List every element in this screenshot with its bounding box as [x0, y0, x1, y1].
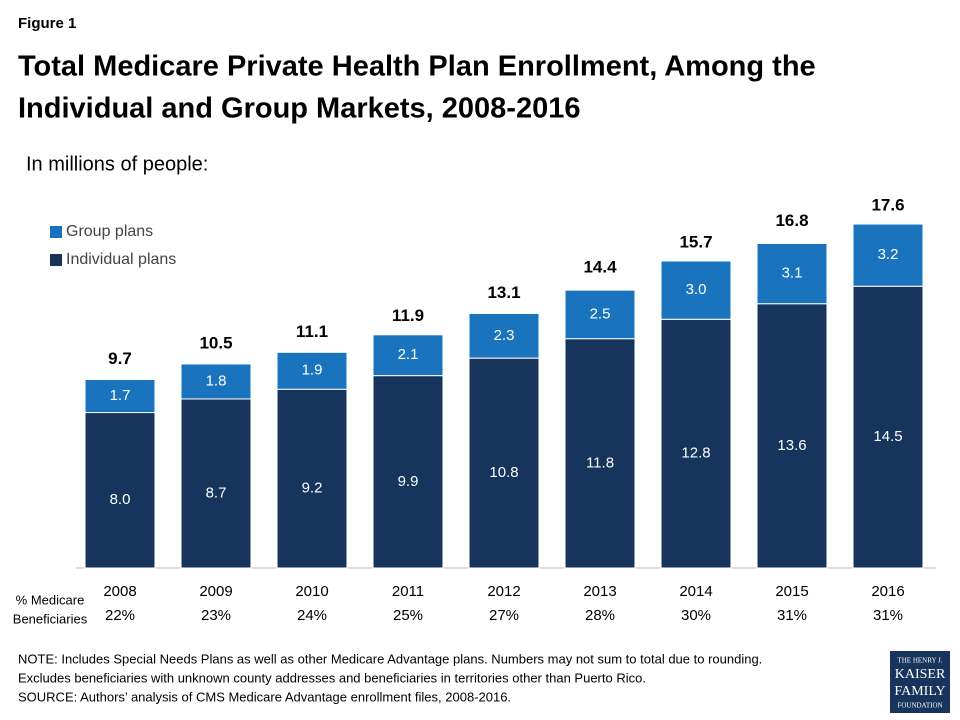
bar-segment [564, 338, 636, 569]
value-label: 11.8 [586, 454, 614, 471]
total-label: 13.1 [487, 283, 520, 302]
logo-text: FAMILY [894, 684, 945, 699]
note: Excludes beneficiaries with unknown coun… [18, 670, 646, 685]
percent-label: 28% [585, 607, 615, 624]
chart-subtitle: In millions of people: [26, 153, 208, 175]
percent-label: 22% [105, 607, 135, 624]
value-label: 3.0 [686, 281, 707, 298]
logo-box [890, 651, 950, 713]
bar-segment [468, 357, 540, 569]
total-label: 9.7 [108, 349, 132, 368]
note: SOURCE: Authors’ analysis of CMS Medicar… [18, 689, 511, 704]
value-label: 8.7 [206, 484, 227, 501]
figure-label: Figure 1 [18, 15, 76, 32]
total-label: 15.7 [679, 232, 712, 251]
total-label: 11.9 [392, 306, 424, 325]
x-tick-label: 2015 [775, 583, 808, 600]
legend-label: Individual plans [66, 251, 176, 268]
bar-segment [180, 363, 252, 400]
percent-label: 31% [777, 607, 807, 624]
logo: THE HENRY J. KAISER FAMILY FOUNDATION [890, 651, 950, 713]
x-tick-label: 2016 [871, 583, 904, 600]
value-label: 9.2 [302, 480, 323, 497]
value-label: 3.2 [878, 246, 899, 263]
bar-segment [852, 223, 924, 287]
total-label: 11.1 [296, 322, 328, 341]
percent-label: 31% [873, 607, 903, 624]
value-label: 2.5 [590, 305, 611, 322]
logo-text: KAISER [895, 667, 946, 682]
percent-label: 24% [297, 607, 327, 624]
legend-label: Group plans [66, 223, 153, 240]
chart-title: Total Medicare Private Health Plan Enrol… [18, 51, 816, 83]
value-label: 1.9 [302, 362, 323, 379]
value-label: 8.0 [110, 491, 131, 508]
total-label: 16.8 [775, 211, 808, 230]
bar-segment [660, 260, 732, 320]
value-label: 10.8 [489, 464, 518, 481]
total-label: 17.6 [871, 195, 904, 214]
percent-label: 27% [489, 607, 519, 624]
bar-segment [372, 334, 444, 377]
x-tick-label: 2008 [103, 583, 136, 600]
x-tick-label: 2009 [199, 583, 232, 600]
x-tick-label: 2014 [679, 583, 712, 600]
chart-title: Individual and Group Markets, 2008-2016 [18, 93, 580, 125]
x-tick-label: 2011 [392, 583, 424, 600]
value-label: 1.8 [206, 372, 227, 389]
percent-label: 30% [681, 607, 711, 624]
bar-segment [84, 379, 156, 414]
value-label: 12.8 [681, 445, 710, 462]
value-label: 2.1 [398, 346, 419, 363]
x-tick-label: 2010 [295, 583, 328, 600]
bar-segment [276, 388, 348, 569]
x-tick-label: 2013 [583, 583, 616, 600]
percent-label: 23% [201, 607, 231, 624]
bar-segment [756, 242, 828, 305]
bar-segment [852, 285, 924, 569]
value-label: 1.7 [110, 387, 131, 404]
total-label: 10.5 [199, 333, 232, 352]
value-label: 14.5 [873, 428, 902, 445]
bar-segment [660, 318, 732, 569]
bar-segment [84, 412, 156, 569]
value-label: 9.9 [398, 473, 419, 490]
legend-swatch [50, 254, 62, 266]
bar-segment [276, 351, 348, 390]
bar-segment [756, 303, 828, 569]
total-label: 14.4 [583, 258, 617, 277]
bar-segment [372, 375, 444, 569]
bar-segment [180, 398, 252, 569]
legend-swatch [50, 226, 62, 238]
value-label: 13.6 [777, 437, 806, 454]
bar-segment [564, 289, 636, 340]
note: NOTE: Includes Special Needs Plans as we… [18, 651, 762, 666]
percent-label: 25% [393, 607, 423, 624]
value-label: 3.1 [782, 265, 803, 282]
x-tick-label: 2012 [487, 583, 520, 600]
bar-segment [468, 312, 540, 359]
logo-text: THE HENRY J. [897, 657, 942, 665]
logo-text: FOUNDATION [897, 702, 942, 710]
row-label: Beneficiaries [13, 611, 88, 626]
row-label: % Medicare [16, 592, 85, 607]
value-label: 2.3 [494, 327, 515, 344]
